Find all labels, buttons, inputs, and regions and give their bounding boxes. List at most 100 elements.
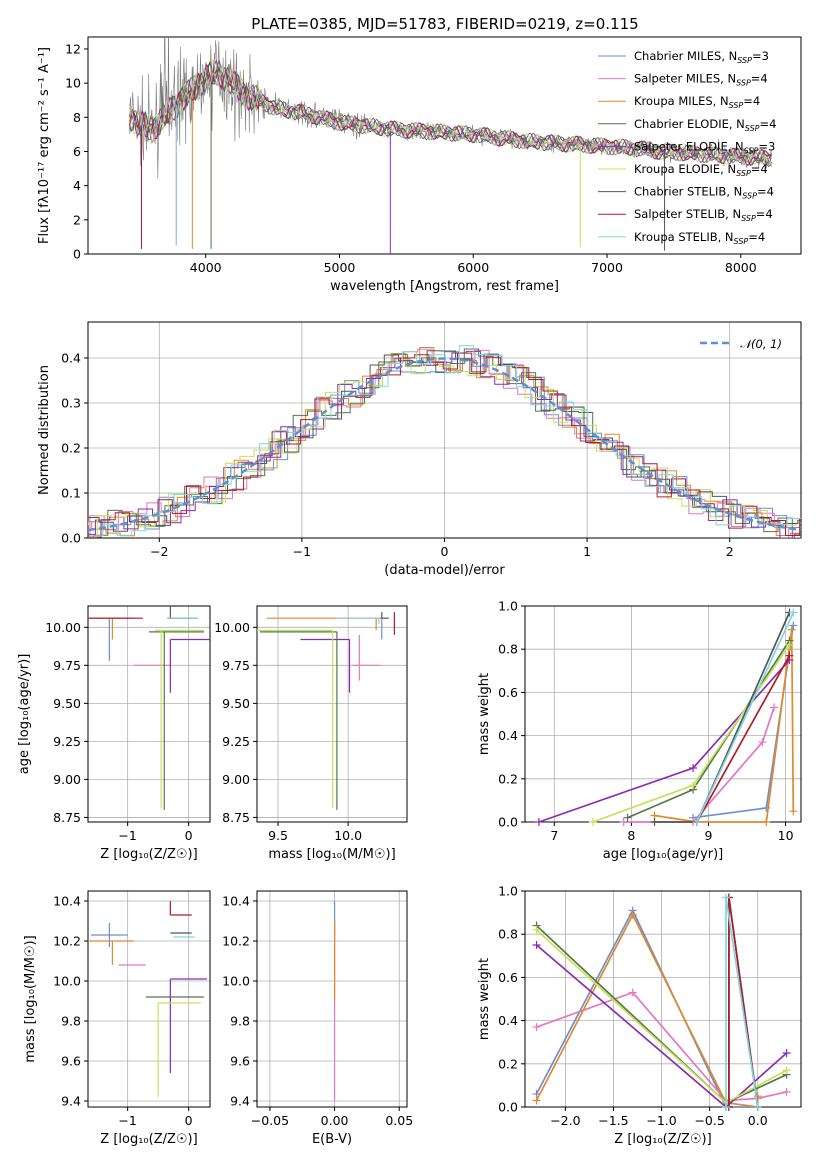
y-tick-label: 9.6 <box>230 1054 250 1069</box>
legend-label-sub: SSP <box>736 169 751 178</box>
y-tick-label: 0.2 <box>498 1056 518 1071</box>
weight-line <box>592 644 791 823</box>
axes-frame <box>87 890 211 1108</box>
weight-point-marker <box>628 988 637 997</box>
x-axis-label: (data-model)/error <box>384 563 505 578</box>
x-tick-label: 9 <box>705 828 713 843</box>
x-axis-label: Z [log₁₀(Z/Z☉)] <box>614 1132 711 1147</box>
legend-label-tail: =4 <box>757 185 774 199</box>
axes-frame <box>256 890 408 1108</box>
y-tick-label: 0.4 <box>61 351 81 366</box>
weight-point-marker <box>532 1096 541 1105</box>
x-tick-label: 7000 <box>591 260 623 275</box>
histogram-lines <box>88 345 801 538</box>
model-spectrum-line <box>129 59 773 167</box>
x-tick-label: −1.0 <box>646 1113 676 1128</box>
legend-label-tail: =4 <box>751 162 768 176</box>
y-tick-label: 0.6 <box>498 970 518 985</box>
x-tick-label: 8000 <box>725 260 757 275</box>
legend-label-tail: =4 <box>760 117 777 131</box>
y-tick-label: 9.00 <box>53 772 81 787</box>
weight-point-marker <box>789 608 798 617</box>
weight-line <box>696 655 791 823</box>
axes-frame <box>87 605 211 823</box>
y-tick-label: 9.6 <box>61 1054 81 1069</box>
histogram-step-line <box>88 348 801 538</box>
legend-label-main: Salpeter ELODIE, N <box>634 139 744 153</box>
y-axis-label: mass weight <box>477 673 492 755</box>
weight-point-marker <box>782 1066 791 1075</box>
age-vs-mass-axes: 9.5 10.0 8.75 9.00 9.25 9.50 9.75 10.00 mass [lo… <box>214 605 408 862</box>
legend-label-sub: SSP <box>744 146 759 155</box>
legend-label: Kroupa STELIB, NSSP=4 <box>634 230 765 246</box>
x-axis-label: Z [log₁₀(Z/Z☉)] <box>100 847 197 862</box>
weight-line <box>725 897 759 1108</box>
x-tick-label: −1.5 <box>598 1113 628 1128</box>
legend-label-main: Chabrier STELIB, N <box>634 185 742 199</box>
x-tick-label: −1 <box>118 828 136 843</box>
y-tick-label: 9.00 <box>222 772 250 787</box>
legend-label: Kroupa MILES, NSSP=4 <box>634 94 760 110</box>
mass-vs-z-errorbars <box>88 901 207 1097</box>
y-tick-label: 8 <box>73 110 81 125</box>
x-tick-label: 8 <box>627 828 635 843</box>
weight-vs-z-axes: −2.0 −1.5 −1.0 −0.5 0.0 0.0 0.2 0.4 0.6 0.8 1.0 Z [… <box>477 884 802 1147</box>
plot-layer: 4000 5000 6000 7000 8000024681012wavelength … <box>17 36 802 1147</box>
y-tick-label: 0.8 <box>498 642 518 657</box>
weight-point-marker <box>789 807 798 816</box>
spectrum-axes: 4000 5000 6000 7000 8000 0 2 4 6 8 10 12 wavelength … <box>37 36 802 294</box>
x-tick-label: 5000 <box>324 260 356 275</box>
y-tick-label: 10.2 <box>222 934 250 949</box>
y-tick-label: 0.8 <box>498 927 518 942</box>
y-axis-label: Flux [fλ10⁻¹⁷ erg cm⁻² s⁻¹ A⁻¹] <box>37 47 52 244</box>
legend-label-main: Kroupa STELIB, N <box>634 230 734 244</box>
x-tick-label: −1 <box>293 544 311 559</box>
x-axis-label: age [log₁₀(age/yr)] <box>603 847 724 862</box>
histogram-step-line <box>88 348 801 538</box>
x-tick-label: 0 <box>441 544 449 559</box>
y-tick-label: 9.50 <box>222 696 250 711</box>
y-tick-label: 10.0 <box>53 974 81 989</box>
legend-label: Chabrier ELODIE, NSSP=4 <box>634 117 776 133</box>
legend-label-tail: =4 <box>756 207 773 221</box>
x-tick-label: 0.00 <box>321 1113 349 1128</box>
histogram-step-line <box>88 350 801 532</box>
legend-label-tail: =3 <box>758 139 775 153</box>
weight-point-marker <box>753 1103 762 1111</box>
weight-point-marker <box>692 818 701 826</box>
axes-frame <box>524 605 802 823</box>
weight-point-marker <box>532 941 541 949</box>
y-tick-label: 9.75 <box>53 658 81 673</box>
legend-label-main: Chabrier ELODIE, N <box>634 117 745 131</box>
x-tick-label: 10 <box>778 828 794 843</box>
weight-point-marker <box>758 738 767 747</box>
y-axis-label: age [log₁₀(age/yr)] <box>17 654 32 775</box>
age-vs-z-errorbars <box>88 606 210 810</box>
histogram-step-line <box>88 352 801 538</box>
x-tick-label: −0.5 <box>694 1113 724 1128</box>
weight-point-marker <box>787 625 796 634</box>
weight-line <box>696 612 795 823</box>
x-tick-label: 7 <box>550 828 558 843</box>
weight-point-marker <box>689 781 698 790</box>
legend-label-sub: SSP <box>734 237 749 246</box>
spectrum-lines <box>129 37 773 254</box>
y-tick-label: 9.75 <box>222 658 250 673</box>
y-tick-label: 10.0 <box>222 974 250 989</box>
figure-title: PLATE=0385, MJD=51783, FIBERID=0219, z=0… <box>251 15 638 33</box>
y-tick-label: 12 <box>65 41 81 56</box>
x-tick-label: 0 <box>185 828 193 843</box>
histogram-step-line <box>88 350 801 538</box>
weight-point-marker <box>619 818 628 826</box>
weight-point-marker <box>762 818 771 826</box>
normal-reference-line <box>88 357 801 532</box>
legend-label: Chabrier MILES, NSSP=3 <box>634 49 769 65</box>
y-tick-label: 1.0 <box>498 884 518 899</box>
y-tick-label: 9.50 <box>53 696 81 711</box>
weight-point-marker <box>789 621 798 630</box>
axes-frame <box>87 36 802 255</box>
legend-label-tail: =4 <box>748 230 765 244</box>
weight-point-marker <box>770 703 779 712</box>
legend-label-sub: SSP <box>741 214 756 223</box>
y-tick-label: 4 <box>73 178 81 193</box>
